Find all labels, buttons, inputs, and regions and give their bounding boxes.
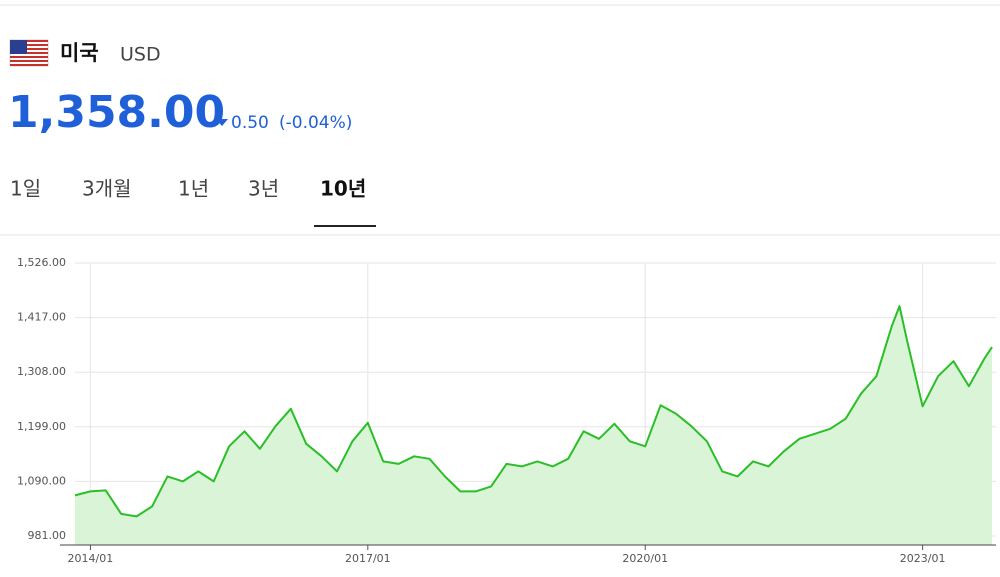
x-tick-label: 2020/01 bbox=[622, 552, 668, 565]
country: 미국 bbox=[60, 41, 99, 65]
y-tick-label: 1,199.00 bbox=[17, 420, 66, 433]
change: 0.50 bbox=[231, 113, 269, 133]
y-tick-label: 981.00 bbox=[28, 529, 67, 542]
tabs: 1일 3개월 1년 3년 10년 bbox=[10, 177, 376, 227]
y-tick-label: 1,090.00 bbox=[17, 474, 66, 487]
tab[interactable]: 1년 bbox=[178, 177, 209, 201]
currency: USD bbox=[120, 44, 161, 66]
tab[interactable]: 3년 bbox=[248, 177, 279, 201]
tab[interactable]: 3개월 bbox=[82, 177, 132, 201]
x-tick-label: 2017/01 bbox=[345, 552, 391, 565]
price: 1,358.00 bbox=[8, 87, 225, 138]
x-tick-label: 2023/01 bbox=[900, 552, 946, 565]
down-arrow bbox=[216, 119, 228, 126]
tab[interactable]: 1일 bbox=[10, 177, 41, 201]
y-tick-label: 1,526.00 bbox=[17, 256, 66, 269]
change-pct: (-0.04%) bbox=[279, 113, 352, 133]
line bbox=[74, 305, 993, 518]
x-tick-label: 2014/01 bbox=[68, 552, 114, 565]
y-tick-label: 1,308.00 bbox=[17, 365, 66, 378]
tab-underline bbox=[314, 225, 376, 227]
flag bbox=[9, 39, 49, 67]
tab[interactable]: 10년 bbox=[320, 177, 366, 201]
chart: 981.00 1,090.00 1,199.00 1,308.00 1,417.00 1,… bbox=[17, 256, 996, 565]
area bbox=[75, 306, 992, 545]
y-tick-label: 1,417.00 bbox=[17, 311, 66, 324]
